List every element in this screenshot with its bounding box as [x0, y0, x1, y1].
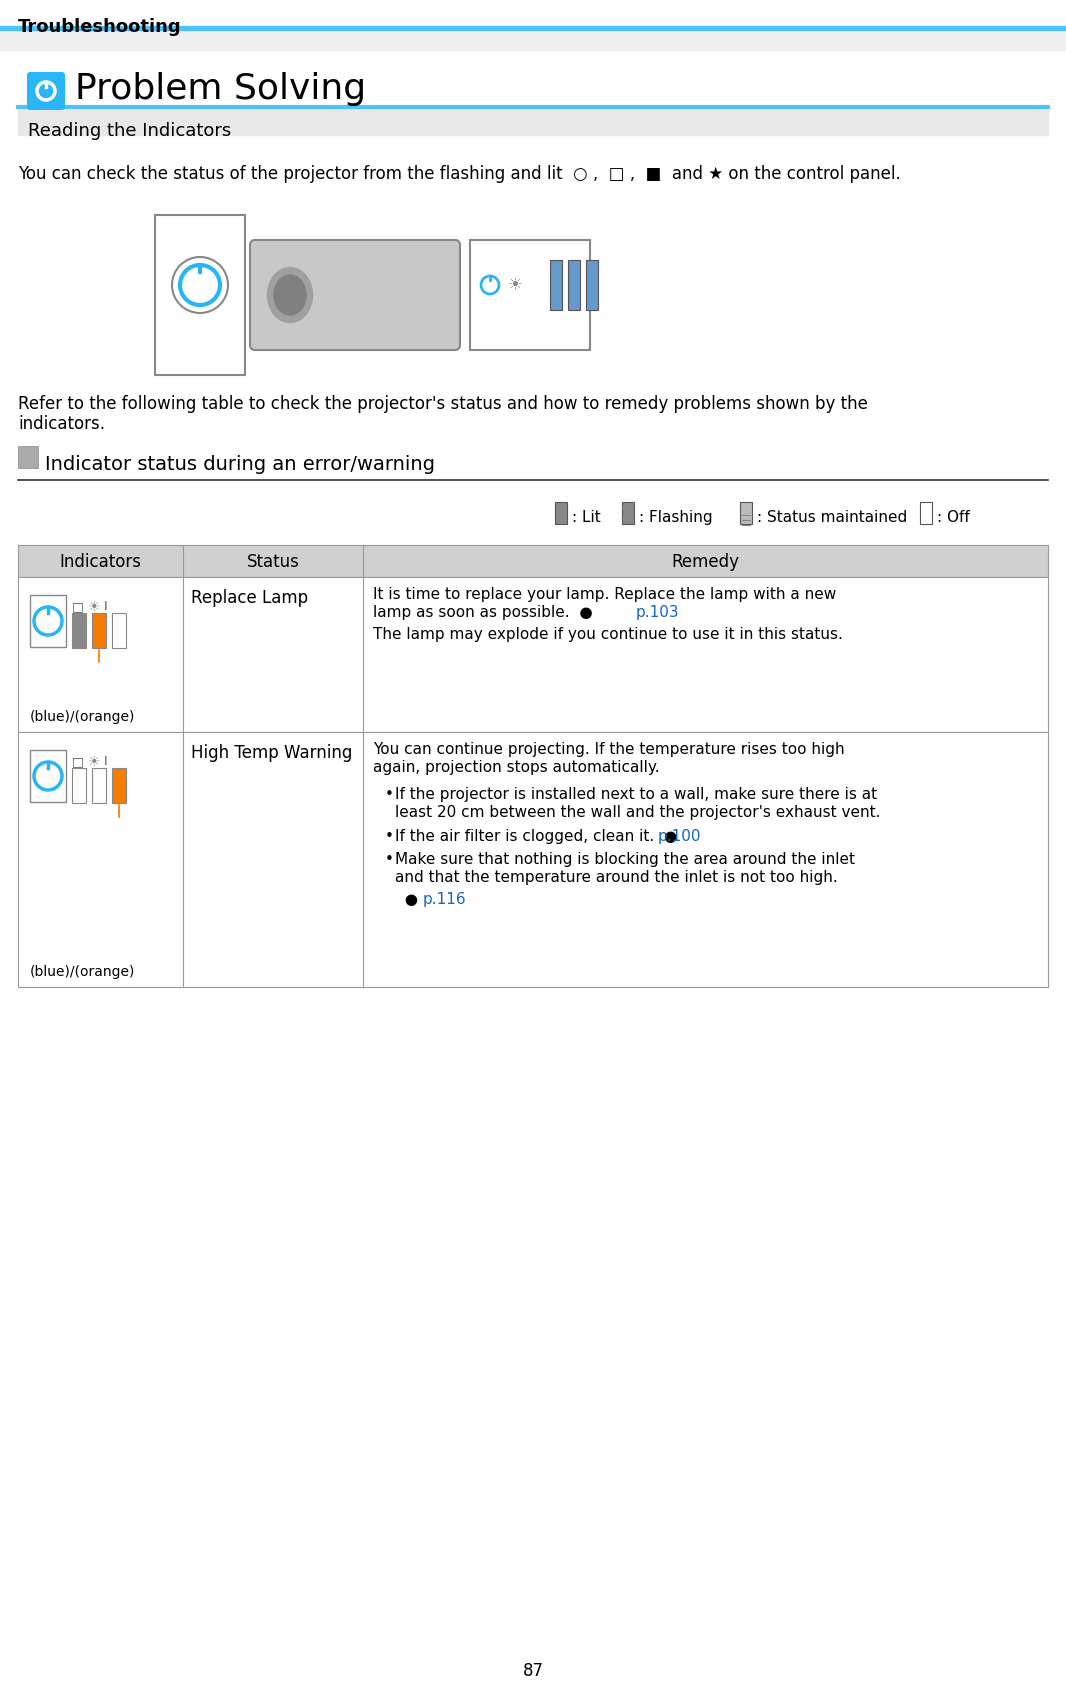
Text: 87: 87 [522, 1662, 544, 1680]
Bar [586, 260, 598, 310]
Text: The lamp may explode if you continue to use it in this status.: The lamp may explode if you continue to … [373, 628, 843, 643]
Text: ☀: ☀ [507, 277, 522, 294]
Text: Indicators: Indicators [59, 553, 141, 570]
Bar [470, 240, 589, 349]
Bar [92, 612, 106, 648]
Text: •: • [385, 852, 393, 867]
Text: I: I [104, 601, 108, 612]
Bar [0, 30, 1066, 51]
Text: ☀: ☀ [88, 601, 100, 614]
Ellipse shape [274, 275, 306, 315]
Text: It is time to replace your lamp. Replace the lamp with a new: It is time to replace your lamp. Replace… [373, 587, 836, 602]
Text: □: □ [72, 756, 84, 768]
Text: Remedy: Remedy [671, 553, 739, 570]
Bar [155, 214, 245, 375]
Text: indicators.: indicators. [18, 415, 104, 434]
Bar [112, 612, 126, 648]
Bar [92, 768, 106, 803]
Text: Indicator status during an error/warning: Indicator status during an error/warning [45, 455, 435, 474]
Bar [550, 260, 562, 310]
Text: : Lit: : Lit [572, 509, 601, 525]
Text: lamp as soon as possible.  ●: lamp as soon as possible. ● [373, 606, 593, 621]
Bar [30, 751, 66, 801]
Text: : Off: : Off [937, 509, 970, 525]
Text: : Flashing: : Flashing [639, 509, 713, 525]
Text: Make sure that nothing is blocking the area around the inlet: Make sure that nothing is blocking the a… [395, 852, 855, 867]
FancyBboxPatch shape [251, 240, 461, 349]
Bar [72, 768, 86, 803]
FancyBboxPatch shape [27, 73, 65, 110]
Text: and that the temperature around the inlet is not too high.: and that the temperature around the inle… [395, 870, 838, 886]
Text: Replace Lamp: Replace Lamp [191, 589, 308, 607]
Text: Status: Status [246, 553, 300, 570]
Text: (blue)/(orange): (blue)/(orange) [30, 710, 135, 724]
Bar [18, 445, 38, 467]
Bar [0, 25, 1066, 30]
Bar [112, 768, 126, 803]
Bar [920, 503, 932, 525]
Bar [568, 260, 580, 310]
Text: •: • [385, 788, 393, 801]
Circle shape [172, 256, 228, 314]
Bar [18, 106, 1048, 135]
Text: : Status maintained: : Status maintained [757, 509, 907, 525]
Text: p.100: p.100 [658, 828, 701, 844]
Text: You can continue projecting. If the temperature rises too high: You can continue projecting. If the temp… [373, 742, 844, 757]
Ellipse shape [268, 268, 312, 322]
Bar [72, 612, 86, 648]
Text: High Temp Warning: High Temp Warning [191, 744, 353, 763]
Text: p.103: p.103 [636, 606, 680, 621]
Text: •: • [385, 828, 393, 844]
Text: ●: ● [395, 892, 418, 908]
Text: ☀: ☀ [88, 756, 100, 769]
Bar [18, 732, 1048, 987]
Text: least 20 cm between the wall and the projector's exhaust vent.: least 20 cm between the wall and the pro… [395, 805, 881, 820]
Text: Troubleshooting: Troubleshooting [18, 19, 181, 35]
Bar [621, 503, 634, 525]
Text: Reading the Indicators: Reading the Indicators [28, 121, 231, 140]
Bar [555, 503, 567, 525]
Text: If the projector is installed next to a wall, make sure there is at: If the projector is installed next to a … [395, 788, 877, 801]
Bar [18, 577, 1048, 732]
Text: □: □ [72, 601, 84, 612]
Text: again, projection stops automatically.: again, projection stops automatically. [373, 761, 660, 774]
Text: If the air filter is clogged, clean it.  ●: If the air filter is clogged, clean it. … [395, 828, 677, 844]
Text: You can check the status of the projector from the flashing and lit  ○ ,  □ ,  ■: You can check the status of the projecto… [18, 165, 901, 182]
Text: (blue)/(orange): (blue)/(orange) [30, 965, 135, 978]
Text: Refer to the following table to check the projector's status and how to remedy p: Refer to the following table to check th… [18, 395, 868, 413]
Bar [30, 596, 66, 648]
Text: Problem Solving: Problem Solving [75, 73, 366, 106]
Bar [740, 503, 752, 525]
Text: p.116: p.116 [423, 892, 467, 908]
Bar [18, 545, 1048, 577]
Text: I: I [104, 756, 108, 768]
